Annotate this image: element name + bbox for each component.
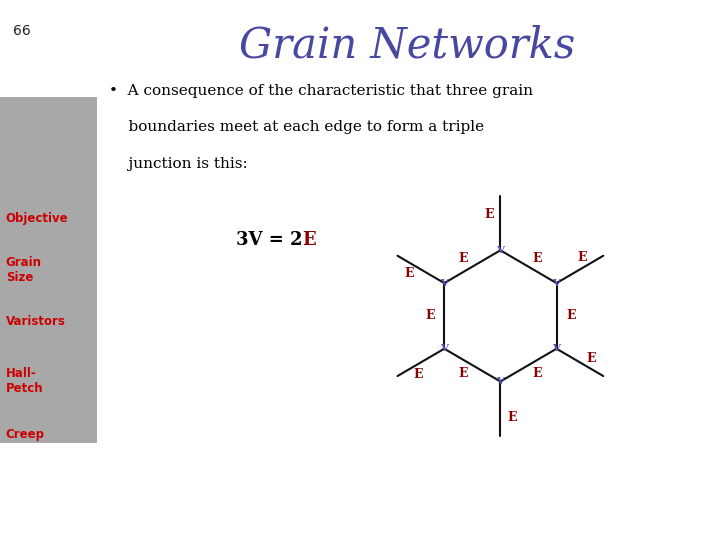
Text: 66: 66: [13, 24, 31, 38]
Text: E: E: [577, 251, 587, 264]
Text: Creep: Creep: [6, 428, 45, 441]
Text: Hall-
Petch: Hall- Petch: [6, 367, 43, 395]
Text: E: E: [425, 309, 435, 322]
Text: E: E: [566, 309, 576, 322]
Text: V: V: [441, 344, 449, 353]
Text: E: E: [414, 368, 423, 381]
Text: Grain
Size: Grain Size: [6, 256, 42, 284]
Text: E: E: [507, 410, 517, 423]
Bar: [0, 97, 97, 443]
Text: 3V = 2: 3V = 2: [236, 231, 302, 249]
Text: •  A consequence of the characteristic that three grain: • A consequence of the characteristic th…: [109, 84, 534, 98]
Text: junction is this:: junction is this:: [109, 157, 248, 171]
Text: E: E: [587, 352, 596, 365]
Text: V: V: [552, 344, 560, 353]
Text: E: E: [533, 367, 542, 380]
Text: V: V: [552, 279, 560, 288]
Text: V: V: [496, 377, 505, 386]
Text: V: V: [496, 246, 505, 255]
Text: E: E: [459, 252, 468, 265]
Text: Varistors: Varistors: [6, 315, 66, 328]
Text: V: V: [441, 279, 449, 288]
Text: E: E: [405, 267, 414, 280]
Text: E: E: [459, 367, 468, 380]
Text: E: E: [302, 231, 316, 249]
Text: Objective: Objective: [6, 212, 68, 225]
Text: E: E: [484, 208, 494, 221]
Text: boundaries meet at each edge to form a triple: boundaries meet at each edge to form a t…: [109, 120, 485, 134]
Text: E: E: [533, 252, 542, 265]
Text: Grain Networks: Grain Networks: [238, 24, 575, 66]
